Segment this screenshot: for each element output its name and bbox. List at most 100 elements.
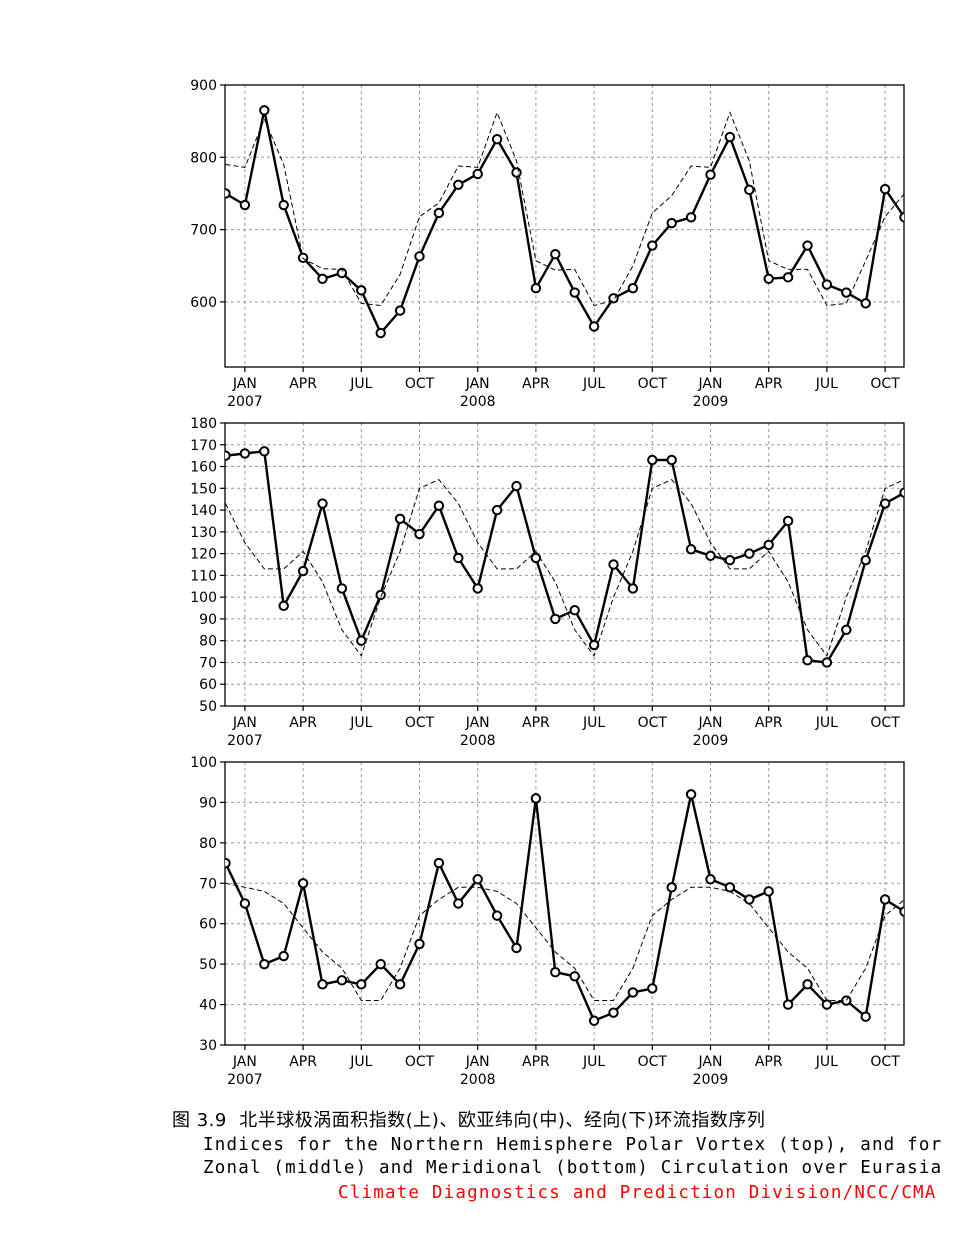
data-point (336, 583, 348, 594)
dashed-series-line (225, 478, 904, 657)
data-point (317, 498, 328, 509)
caption-credit: Climate Diagnostics and Prediction Divis… (338, 1183, 937, 1203)
y-tick-label: 150 (190, 481, 217, 497)
plot-frame (224, 422, 905, 707)
x-tick-label: OCT (870, 376, 900, 392)
x-tick-label: JAN (465, 715, 490, 731)
data-point (530, 793, 542, 804)
data-point (414, 251, 425, 262)
data-point (841, 624, 852, 636)
y-tick-label: 50 (199, 699, 217, 715)
data-point (821, 999, 833, 1010)
data-point (627, 583, 639, 594)
x-tick-label: OCT (405, 715, 435, 731)
y-tick-label: 50 (199, 957, 217, 973)
series-solid-circles (225, 789, 904, 1026)
x-tick-label: APR (522, 376, 550, 392)
data-point (782, 515, 794, 527)
x-tick-label: JAN (698, 1054, 723, 1070)
data-point (259, 446, 270, 457)
data-point (647, 983, 658, 994)
y-tick-label: 30 (199, 1038, 217, 1054)
data-point (550, 967, 561, 978)
x-tick-label: JUL (349, 715, 372, 731)
data-point (259, 958, 270, 970)
series-dashed (225, 478, 904, 657)
data-point (375, 958, 386, 970)
x-tick-label: JAN (232, 1054, 257, 1070)
x-year-label: 2007 (227, 394, 263, 410)
x-tick-label: JAN (232, 715, 257, 731)
grid (225, 762, 904, 1045)
y-tick-label: 90 (199, 795, 217, 811)
data-point (860, 554, 871, 566)
y-tick-label: 100 (190, 755, 217, 771)
y-tick-label: 140 (190, 503, 217, 519)
x-year-label: 2009 (693, 1072, 729, 1088)
figure-caption: 图 3.9 北半球极涡面积指数(上)、欧亚纬向(中)、经向(下)环流指数序列 I… (0, 1100, 960, 1220)
y-tick-label: 70 (199, 876, 217, 892)
y-tick-label: 700 (190, 223, 217, 239)
caption-english-line-1: Indices for the Northern Hemisphere Pola… (203, 1135, 943, 1155)
y-tick-label: 60 (199, 677, 217, 693)
x-tick-label: JUL (815, 715, 838, 731)
chart-panel-zonal: 50 60 70 80 90 100 110 120 130 140 150 160 170 180 JAN… (190, 416, 905, 749)
data-point (705, 874, 716, 885)
data-point (763, 539, 774, 551)
data-point (317, 979, 328, 990)
y-tick-label: 40 (199, 998, 217, 1014)
data-point (530, 552, 542, 564)
data-point (705, 550, 716, 561)
x-year-label: 2009 (693, 394, 729, 410)
x-tick-label: JUL (815, 1054, 838, 1070)
data-point (802, 655, 813, 666)
data-point (491, 134, 503, 145)
data-point (336, 267, 348, 279)
solid-series-line (225, 793, 904, 1022)
x-tick-label: JAN (465, 376, 490, 392)
x-tick-label: APR (289, 376, 317, 392)
x-year-label: 2007 (227, 733, 263, 749)
x-tick-label: JAN (465, 1054, 490, 1070)
data-point (278, 199, 289, 211)
data-point (627, 987, 639, 998)
y-tick-label: 130 (190, 525, 217, 541)
plot-frame (224, 761, 905, 1046)
solid-series-line (225, 109, 904, 335)
data-point (259, 105, 270, 116)
plot-frame (224, 84, 905, 368)
y-tick-label: 120 (190, 547, 217, 563)
series-dashed (225, 111, 904, 307)
x-tick-label: OCT (405, 1054, 435, 1070)
data-point (278, 600, 289, 612)
data-point (317, 273, 328, 284)
dashed-series-line (225, 111, 904, 307)
data-point (433, 207, 445, 219)
y-tick-label: 900 (190, 78, 217, 94)
data-point (569, 971, 580, 982)
data-point (225, 857, 231, 869)
data-point (297, 565, 309, 577)
data-point (647, 240, 658, 251)
data-point (297, 878, 309, 889)
data-point (530, 282, 542, 294)
data-point (491, 504, 503, 516)
data-point (802, 979, 813, 990)
series-solid-circles (225, 446, 904, 668)
data-point (394, 513, 406, 524)
x-tick-label: JUL (582, 376, 605, 392)
data-point (685, 212, 697, 223)
data-point (356, 285, 367, 296)
data-point (608, 1007, 619, 1018)
y-tick-label: 800 (190, 150, 217, 166)
data-point (433, 857, 445, 869)
data-point (744, 894, 755, 905)
x-tick-label: OCT (638, 376, 668, 392)
x-tick-label: APR (289, 715, 317, 731)
data-point (375, 589, 386, 601)
x-tick-label: OCT (870, 715, 900, 731)
y-tick-label: 80 (199, 836, 217, 852)
data-point (278, 950, 289, 962)
x-tick-label: APR (289, 1054, 317, 1070)
